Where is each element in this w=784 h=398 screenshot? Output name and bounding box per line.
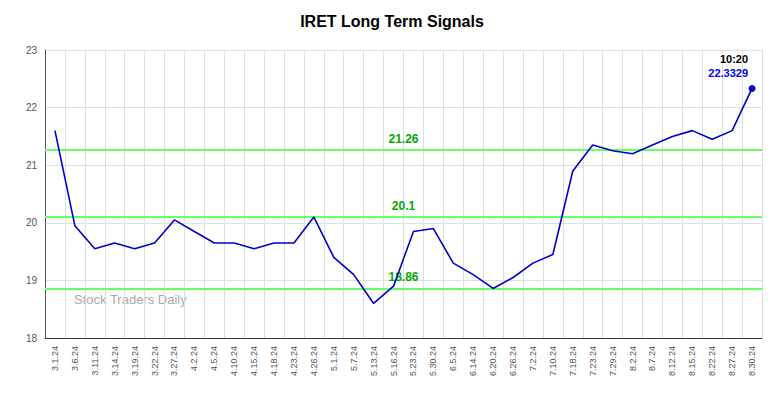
- svg-text:20.1: 20.1: [392, 199, 416, 213]
- svg-text:8.15.24: 8.15.24: [687, 346, 697, 376]
- svg-text:Stock Traders Daily: Stock Traders Daily: [74, 292, 187, 307]
- svg-text:7.23.24: 7.23.24: [588, 346, 598, 376]
- svg-text:22.3329: 22.3329: [708, 67, 748, 79]
- svg-text:8.27.24: 8.27.24: [727, 346, 737, 376]
- svg-text:3.1.24: 3.1.24: [50, 346, 60, 371]
- svg-text:10:20: 10:20: [720, 53, 748, 65]
- svg-text:4.18.24: 4.18.24: [269, 346, 279, 376]
- svg-text:5.13.24: 5.13.24: [369, 346, 379, 376]
- svg-text:6.5.24: 6.5.24: [448, 346, 458, 371]
- svg-text:8.22.24: 8.22.24: [707, 346, 717, 376]
- svg-text:8.30.24: 8.30.24: [747, 346, 757, 376]
- svg-text:18: 18: [26, 333, 38, 344]
- svg-text:3.6.24: 3.6.24: [70, 346, 80, 371]
- svg-text:7.18.24: 7.18.24: [568, 346, 578, 376]
- svg-text:8.12.24: 8.12.24: [667, 346, 677, 376]
- svg-text:7.10.24: 7.10.24: [548, 346, 558, 376]
- svg-text:3.19.24: 3.19.24: [130, 346, 140, 376]
- svg-text:6.14.24: 6.14.24: [468, 346, 478, 376]
- svg-text:21: 21: [26, 160, 38, 171]
- svg-text:4.15.24: 4.15.24: [249, 346, 259, 376]
- svg-text:20: 20: [26, 217, 38, 228]
- svg-text:3.11.24: 3.11.24: [90, 346, 100, 375]
- svg-text:22: 22: [26, 102, 38, 113]
- svg-text:7.2.24: 7.2.24: [528, 346, 538, 371]
- svg-text:5.7.24: 5.7.24: [349, 346, 359, 371]
- svg-text:4.5.24: 4.5.24: [209, 346, 219, 371]
- svg-text:3.14.24: 3.14.24: [110, 346, 120, 376]
- svg-text:21.26: 21.26: [388, 132, 418, 146]
- svg-text:4.23.24: 4.23.24: [289, 346, 299, 376]
- svg-text:7.29.24: 7.29.24: [608, 346, 618, 376]
- svg-text:5.30.24: 5.30.24: [428, 346, 438, 376]
- svg-text:8.2.24: 8.2.24: [628, 346, 638, 371]
- svg-text:5.23.24: 5.23.24: [408, 346, 418, 376]
- svg-text:18.86: 18.86: [388, 270, 418, 284]
- svg-text:3.27.24: 3.27.24: [169, 346, 179, 376]
- svg-text:4.2.24: 4.2.24: [189, 346, 199, 371]
- svg-text:6.26.24: 6.26.24: [508, 346, 518, 376]
- svg-text:IRET Long Term Signals: IRET Long Term Signals: [300, 13, 484, 30]
- svg-text:8.7.24: 8.7.24: [647, 346, 657, 371]
- svg-text:6.20.24: 6.20.24: [488, 346, 498, 376]
- svg-text:19: 19: [26, 275, 38, 286]
- svg-text:23: 23: [26, 45, 38, 56]
- svg-text:4.26.24: 4.26.24: [309, 346, 319, 376]
- svg-text:3.22.24: 3.22.24: [150, 346, 160, 376]
- svg-text:5.1.24: 5.1.24: [329, 346, 339, 371]
- svg-text:5.16.24: 5.16.24: [389, 346, 399, 376]
- svg-text:4.10.24: 4.10.24: [229, 346, 239, 376]
